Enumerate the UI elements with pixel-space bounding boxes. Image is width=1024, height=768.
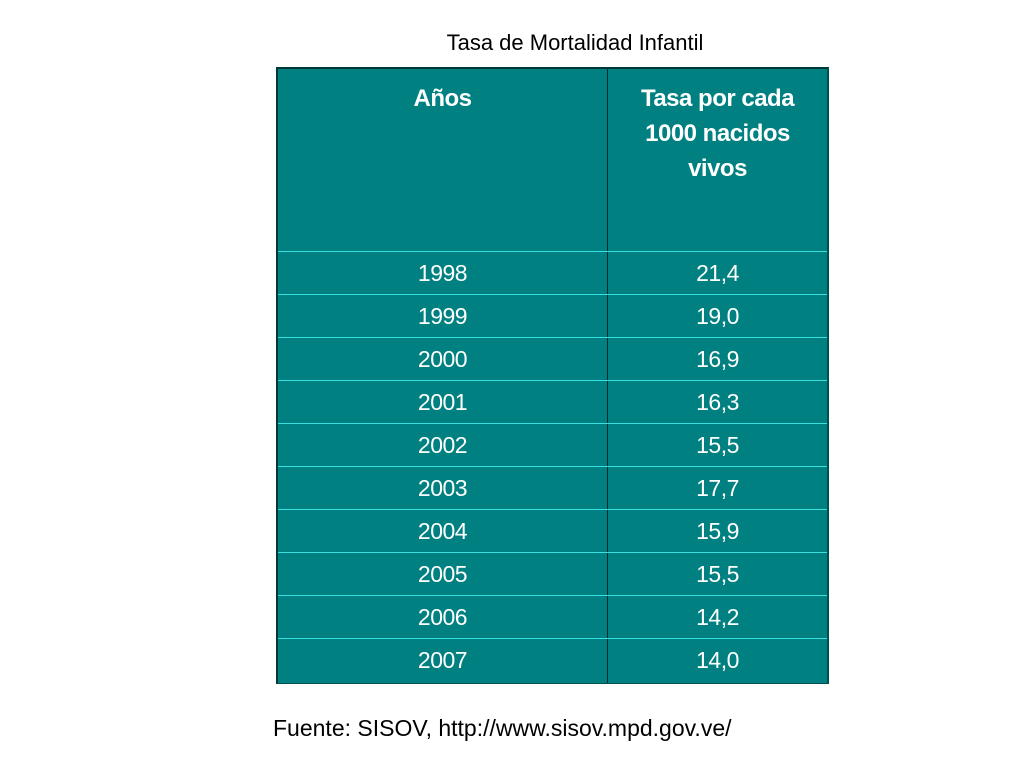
- table-header-row: Años Tasa por cada 1000 nacidos vivos: [278, 69, 827, 252]
- year-cell: 2003: [417, 475, 468, 501]
- rate-cell: 16,3: [696, 389, 739, 415]
- table-row: 2005 15,5: [278, 553, 827, 596]
- column-divider: [607, 69, 608, 683]
- table-body: 1998 21,4 1999 19,0 2000 16,9 2001 16,3 …: [278, 252, 827, 682]
- table-row: 1998 21,4: [278, 252, 827, 295]
- year-cell: 2005: [417, 561, 468, 587]
- rate-cell: 15,9: [696, 518, 739, 544]
- year-cell: 1998: [417, 260, 468, 286]
- rate-cell: 14,0: [696, 647, 739, 673]
- table-row: 2003 17,7: [278, 467, 827, 510]
- table-row: 2004 15,9: [278, 510, 827, 553]
- header-rate-line-2: 1000 nacidos: [645, 120, 790, 147]
- table-row: 2007 14,0: [278, 639, 827, 682]
- rate-cell: 15,5: [696, 432, 739, 458]
- rate-cell: 21,4: [696, 260, 739, 286]
- rate-cell: 16,9: [696, 346, 739, 372]
- rate-cell: 15,5: [696, 561, 739, 587]
- header-rate-line-1: Tasa por cada: [640, 85, 795, 112]
- year-cell: 2001: [417, 389, 468, 415]
- table-row: 2006 14,2: [278, 596, 827, 639]
- header-years: Años: [413, 85, 473, 112]
- year-cell: 2006: [417, 604, 468, 630]
- year-cell: 1999: [417, 303, 468, 329]
- mortality-table: Años Tasa por cada 1000 nacidos vivos 19…: [276, 67, 829, 684]
- year-cell: 2002: [417, 432, 468, 458]
- table-row: 2000 16,9: [278, 338, 827, 381]
- table-row: 2001 16,3: [278, 381, 827, 424]
- year-cell: 2000: [417, 346, 468, 372]
- rate-cell: 14,2: [696, 604, 739, 630]
- header-rate: Tasa por cada 1000 nacidos vivos: [608, 81, 827, 186]
- table-row: 1999 19,0: [278, 295, 827, 338]
- year-cell: 2004: [417, 518, 468, 544]
- page-title: Tasa de Mortalidad Infantil: [446, 30, 704, 55]
- rate-cell: 19,0: [696, 303, 739, 329]
- source-note: Fuente: SISOV, http://www.sisov.mpd.gov.…: [273, 715, 732, 741]
- table-row: 2002 15,5: [278, 424, 827, 467]
- year-cell: 2007: [417, 647, 468, 673]
- rate-cell: 17,7: [696, 475, 739, 501]
- header-rate-line-3: vivos: [688, 155, 747, 182]
